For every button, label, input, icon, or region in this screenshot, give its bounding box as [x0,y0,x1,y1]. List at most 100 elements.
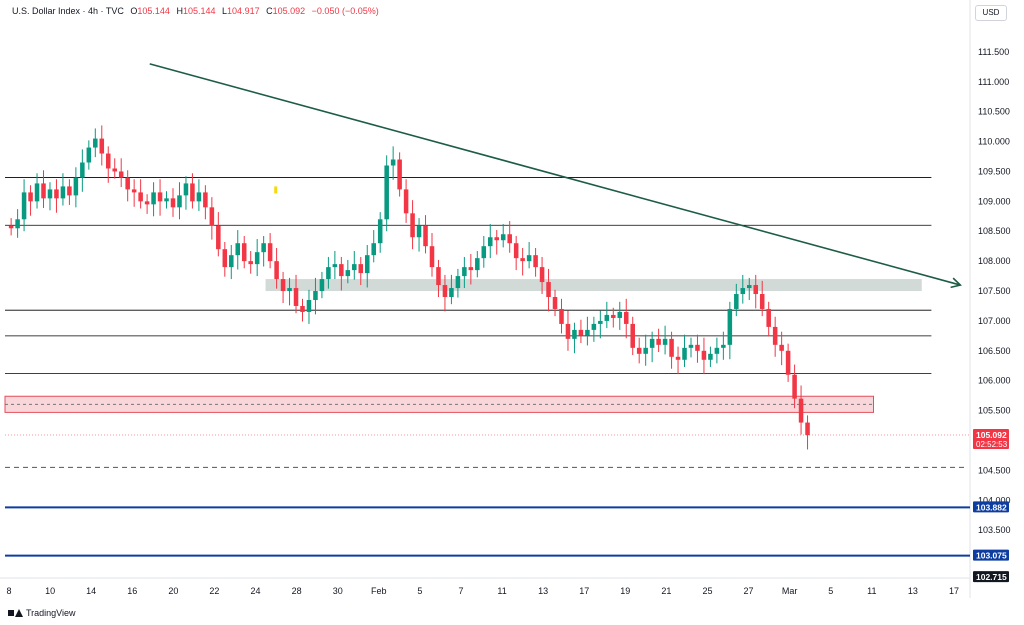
x-tick-label: 28 [292,586,302,596]
y-tick-label: 106.500 [978,346,1011,356]
x-tick-label: 21 [661,586,671,596]
candle-up [86,147,92,163]
candle-up [164,198,169,202]
candle-up [598,320,603,324]
candle-up [384,165,389,220]
candle-up [390,159,396,166]
candle-up [481,246,487,259]
candle-up [475,258,480,271]
candle-down [779,344,784,351]
candle-down [131,189,137,193]
y-tick-label: 107.000 [978,316,1011,326]
candle-down [753,285,759,295]
candle-up [196,192,202,202]
candle-up [734,294,739,309]
candle-up [34,183,40,202]
candle-down [669,338,674,357]
price-badge-bg [973,549,1009,561]
candle-up [352,264,357,271]
candle-up [662,338,668,345]
x-tick-label: 20 [168,586,178,596]
candle-down [656,338,661,345]
price-badge-label: 103.075 [976,551,1007,561]
candle-down [507,234,512,244]
price-badge-bg [973,571,1009,583]
candle-down [429,246,435,268]
candle-up [585,329,590,336]
candle-up [371,243,376,256]
candle-down [578,329,584,336]
candle-down [623,311,629,324]
open-label: O [130,6,138,16]
candle-up [455,276,461,289]
x-tick-label: 24 [251,586,261,596]
candle-down [267,243,273,262]
x-tick-label: Mar [782,586,798,596]
candle-down [533,255,538,268]
candle-up [345,270,351,277]
candle-up [526,255,532,262]
x-tick-label: 11 [497,586,506,596]
low-value: 104.917 [227,6,260,16]
candle-down [436,267,441,286]
candle-down [785,350,791,375]
tradingview-logo-icon [8,609,23,617]
candle-down [112,168,117,172]
candle-down [339,264,344,277]
candle-down [274,261,279,280]
candle-down [798,398,804,423]
candle-down [118,171,124,178]
candle-up [746,285,752,289]
candle-down [636,347,642,354]
price-badge-label: 102.715 [976,572,1007,582]
brand-logo[interactable]: TradingView [8,608,76,618]
candle-down [144,201,150,205]
price-badge: 103.882 [973,501,1009,513]
candle-up [261,243,266,253]
candle-down [8,225,14,229]
candle-down [203,192,208,208]
open-value: 105.144 [137,6,170,16]
x-tick-label: 16 [127,586,137,596]
candle-down [67,186,72,196]
candle-down [695,344,700,351]
candle-down [423,225,428,247]
candle-down [209,207,215,226]
price-badge: 103.075 [973,549,1009,561]
candle-up [488,237,493,247]
candle-up [643,347,648,354]
x-tick-label: 19 [620,586,630,596]
high-label: H [176,6,183,16]
currency-button[interactable]: USD [975,5,1007,21]
candle-up [93,138,98,148]
candle-down [766,308,771,327]
brand-name: TradingView [26,608,76,618]
candle-up [183,183,189,196]
x-tick-label: Feb [371,586,387,596]
symbol-label: U.S. Dollar Index · 4h · TVC [12,6,124,16]
candle-up [604,314,610,321]
x-tick-label: 22 [209,586,219,596]
x-tick-label: 27 [744,586,754,596]
price-badge-label: 105.092 [976,430,1007,440]
candle-down [546,282,551,298]
y-tick-label: 108.500 [978,226,1011,236]
candle-up [682,347,687,360]
candle-down [99,138,105,154]
trend-line [149,63,961,286]
y-tick-label: 104.000 [978,495,1011,505]
candle-up [332,264,338,268]
candle-down [190,183,195,202]
x-tick-label: 25 [702,586,712,596]
candle-up [591,323,597,330]
candle-down [675,356,681,360]
y-tick-label: 106.000 [978,376,1011,386]
candle-down [138,192,143,202]
candle-up [364,255,370,274]
chart-legend: U.S. Dollar Index · 4h · TVC O105.144 H 1… [12,6,379,16]
candle-down [280,279,286,292]
candle-up [688,344,694,348]
candle-up [721,344,726,348]
y-tick-label: 109.500 [978,166,1011,176]
